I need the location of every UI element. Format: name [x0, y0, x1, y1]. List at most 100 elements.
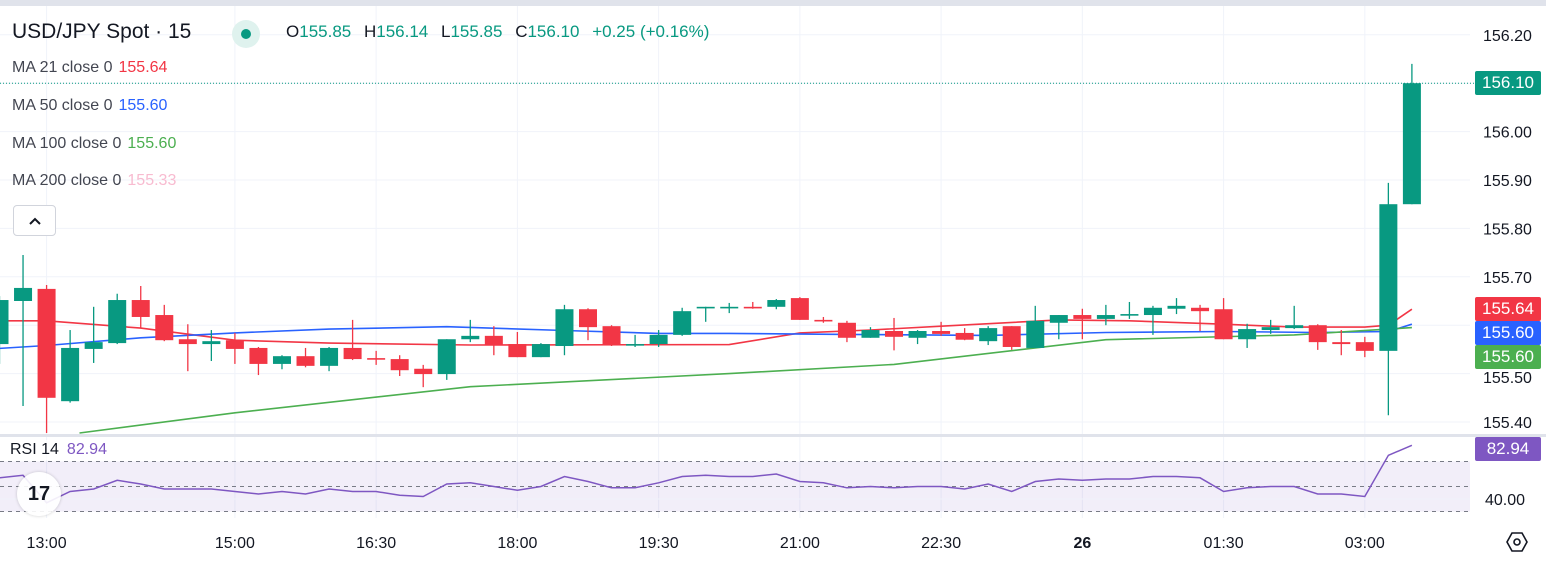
bearish-candle [1355, 336, 1374, 358]
candle-body [626, 344, 645, 346]
bullish-candle [84, 306, 103, 363]
candle-body [508, 344, 527, 358]
bearish-candle [790, 297, 809, 320]
time-tick-label: 03:00 [1345, 535, 1385, 552]
candle-body [579, 309, 597, 328]
indicator-ma100[interactable]: MA 100 close 0 155.60 [12, 135, 176, 153]
candle-body [837, 322, 856, 338]
bearish-candle [743, 301, 762, 309]
candle-body [1026, 320, 1045, 348]
rsi-tick-label: 40.00 [1485, 492, 1525, 509]
candle-body [14, 287, 33, 301]
candle-body [367, 358, 386, 360]
bullish-candle [108, 293, 127, 345]
candle-body [225, 340, 244, 349]
indicator-ma21[interactable]: MA 21 close 0 155.64 [12, 59, 167, 77]
bearish-candle [484, 326, 503, 356]
candle-body [1332, 342, 1351, 345]
bullish-candle [272, 355, 291, 370]
indicator-label: MA 200 close 0 [12, 172, 122, 189]
candle-body [61, 347, 80, 402]
symbol-title[interactable]: USD/JPY Spot · 15 [12, 20, 192, 43]
indicator-label: MA 21 close 0 [12, 59, 113, 76]
ma100-price-badge: 155.60 [1475, 345, 1541, 369]
bullish-candle [61, 330, 80, 403]
indicator-ma50[interactable]: MA 50 close 0 155.60 [12, 97, 167, 115]
bullish-candle [531, 343, 550, 358]
candle-body [1120, 314, 1139, 316]
price-tick-label: 156.00 [1483, 125, 1532, 142]
candle-body [320, 347, 339, 366]
candle-body [1285, 325, 1304, 329]
bearish-candle [155, 304, 174, 342]
candle-body [555, 309, 574, 347]
bearish-candle [508, 331, 527, 358]
rsi-value: 82.94 [66, 441, 107, 458]
bearish-candle [837, 320, 856, 343]
bullish-candle [1402, 63, 1421, 205]
bullish-candle [0, 296, 9, 364]
bearish-candle [1073, 308, 1092, 340]
candle-body [1167, 305, 1186, 309]
candle-body [296, 356, 315, 366]
chevron-up-icon [28, 217, 41, 225]
rsi-line [0, 444, 1413, 504]
indicator-ma200[interactable]: MA 200 close 0 155.33 [12, 172, 176, 190]
bullish-candle [1120, 301, 1139, 319]
bearish-candle [178, 324, 197, 372]
candle-body [1238, 329, 1257, 340]
close-label: C [515, 22, 528, 41]
tradingview-logo[interactable]: 17 [17, 472, 61, 516]
bearish-candle [367, 350, 386, 365]
rsi-legend[interactable]: RSI 14 82.94 [4, 440, 113, 460]
bullish-candle [1026, 305, 1045, 348]
candle-body [1308, 325, 1327, 343]
price-tick-label: 155.50 [1483, 370, 1532, 387]
candle-body [1214, 309, 1233, 340]
bullish-candle [202, 330, 221, 362]
bullish-candle [14, 255, 33, 407]
bullish-candle [626, 334, 645, 347]
candle-body [1096, 315, 1115, 319]
indicator-value: 155.60 [118, 97, 168, 114]
candle-body [602, 326, 621, 346]
candle-body [649, 334, 668, 345]
candle-body [743, 306, 762, 309]
bullish-candle [720, 302, 739, 314]
bullish-candle [1049, 315, 1068, 340]
bullish-candle [437, 339, 456, 380]
candle-body [202, 341, 221, 345]
candle-body [767, 300, 786, 307]
chart-settings-icon[interactable] [1505, 530, 1529, 554]
candle-body [908, 331, 927, 338]
low-value: 155.85 [450, 22, 503, 41]
open-label: O [286, 22, 300, 41]
high-label: H [363, 22, 377, 41]
bullish-candle [1238, 323, 1257, 348]
bearish-candle [1332, 330, 1351, 356]
bullish-candle [767, 299, 786, 310]
candle-body [696, 306, 715, 309]
candle-body [1073, 315, 1092, 319]
candle-body [437, 339, 456, 375]
time-tick-label: 16:30 [356, 535, 396, 552]
bearish-candle [1002, 326, 1021, 350]
price-tick-label: 156.20 [1483, 28, 1532, 45]
bullish-candle [649, 330, 668, 347]
ohlc-readout: O155.85 H156.14 L155.85 C156.10 +0.25 (+… [286, 22, 717, 42]
bearish-candle [343, 319, 362, 361]
indicator-value: 155.33 [127, 172, 177, 189]
collapse-legend-button[interactable] [13, 205, 56, 236]
candle-body [1402, 83, 1421, 205]
time-tick-label: 22:30 [921, 535, 961, 552]
candle-body [484, 335, 503, 346]
indicator-value: 155.60 [127, 135, 177, 152]
candle-body [1143, 307, 1162, 316]
candle-body [1379, 204, 1398, 351]
candle-body [272, 356, 291, 364]
bullish-candle [1285, 305, 1304, 330]
candle-body [131, 300, 150, 317]
price-tick-label: 155.90 [1483, 173, 1532, 190]
candle-body [1191, 307, 1210, 312]
